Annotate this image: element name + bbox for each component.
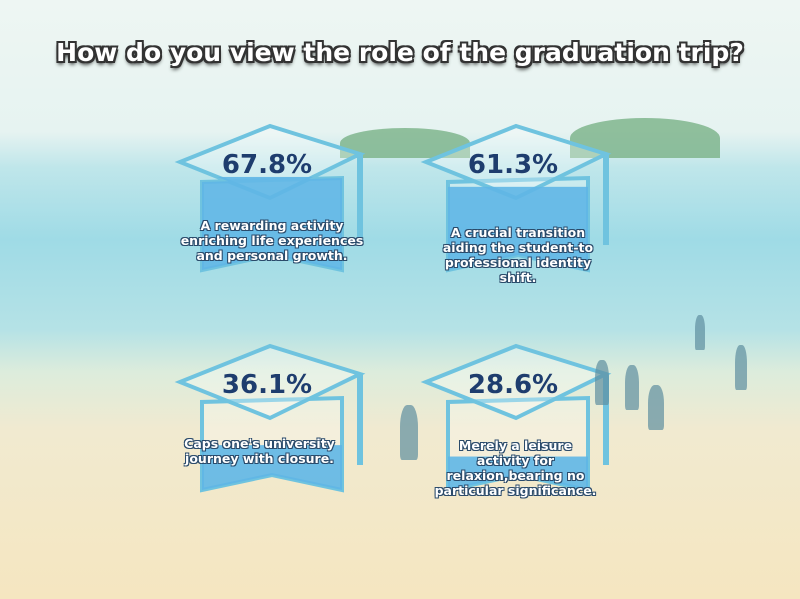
description: A rewarding activity enriching life expe… (180, 218, 364, 263)
cap-item-2: 61.3% A crucial transition aiding the st… (418, 120, 618, 290)
cap-shape (174, 343, 366, 493)
graduate-figure (400, 405, 418, 460)
description: A crucial transition aiding the student-… (442, 225, 594, 285)
graduate-figure (695, 315, 705, 350)
graduate-figure (595, 360, 609, 405)
value-label: 61.3% (467, 150, 559, 180)
cap-item-3: 36.1% Caps one's university journey with… (172, 340, 372, 510)
graduate-figure (625, 365, 639, 410)
chart-title: How do you view the role of the graduati… (56, 38, 744, 67)
graduate-figure (648, 385, 664, 430)
description: Merely a leisure activity for relaxion,b… (434, 438, 597, 498)
description: Caps one's university journey with closu… (184, 436, 335, 466)
graduate-figure (735, 345, 747, 390)
value-label: 28.6% (467, 370, 559, 400)
cap-shape (420, 123, 612, 273)
cap-item-4: 28.6% Merely a leisure activity for rela… (418, 340, 618, 510)
cap-shape (420, 343, 612, 493)
cap-item-1: 67.8% A rewarding activity enriching lif… (172, 120, 372, 290)
fill-level-bar (180, 176, 360, 270)
value-label: 67.8% (221, 150, 313, 180)
cap-shape (174, 123, 366, 273)
value-label: 36.1% (221, 370, 313, 400)
